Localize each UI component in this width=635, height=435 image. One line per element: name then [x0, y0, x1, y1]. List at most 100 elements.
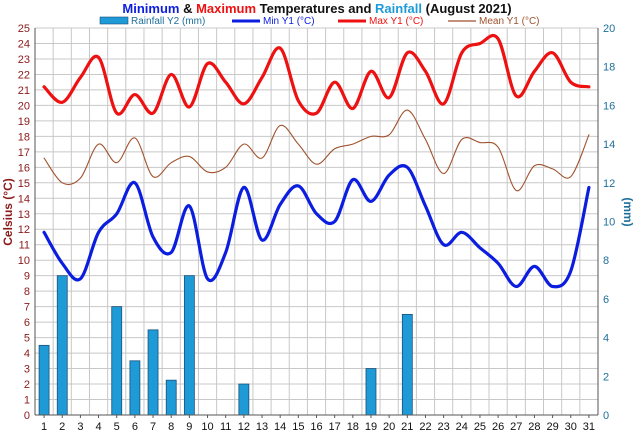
y-tick-label: 23 — [18, 54, 30, 66]
y2-tick-label: 8 — [603, 255, 609, 267]
rainfall-bar-day-8 — [165, 379, 177, 416]
y-tick-label: 13 — [18, 209, 30, 221]
x-tick-label: 13 — [256, 421, 268, 433]
x-tick-label: 10 — [201, 421, 213, 433]
x-tick-label: 23 — [438, 421, 450, 433]
x-tick-label: 15 — [292, 421, 304, 433]
chart-title: Minimum & Maximum Temperatures and Rainf… — [122, 1, 511, 16]
legend-label: Rainfall Y2 (mm) — [131, 16, 205, 27]
x-tick-label: 28 — [528, 421, 540, 433]
title-temperatures: Temperatures and — [256, 1, 375, 16]
y2-tick-label: 4 — [603, 333, 609, 345]
legend-max: Max Y1 (°C) — [338, 16, 423, 27]
x-tick-label: 24 — [456, 421, 468, 433]
x-tick-label: 17 — [329, 421, 341, 433]
y-tick-label: 25 — [18, 23, 30, 35]
y-tick-label: 18 — [18, 131, 30, 143]
y2-tick-label: 16 — [603, 100, 615, 112]
legend-swatch-rainfall — [99, 16, 129, 25]
rainfall-bar-day-19 — [365, 368, 377, 416]
y-tick-label: 9 — [24, 271, 30, 283]
max-temp-line — [42, 33, 591, 116]
y-tick-label: 17 — [18, 147, 30, 159]
x-tick-label: 20 — [383, 421, 395, 433]
x-tick-label: 4 — [96, 421, 102, 433]
x-tick-label: 22 — [419, 421, 431, 433]
legend-min: Min Y1 (°C) — [232, 16, 315, 27]
title-minimum: Minimum — [122, 1, 179, 16]
chart-legend: Rainfall Y2 (mm) Min Y1 (°C) Max Y1 (°C) Me… — [99, 16, 540, 27]
y-tick-label: 3 — [24, 364, 30, 376]
rainfall-bar-day-12 — [238, 383, 250, 416]
rainfall-bars — [38, 275, 413, 416]
x-tick-label: 31 — [583, 421, 595, 433]
y-axis-label: Celsius (°C) — [1, 178, 15, 245]
y-tick-label: 16 — [18, 162, 30, 174]
y-tick-label: 5 — [24, 333, 30, 345]
x-tick-label: 14 — [274, 421, 286, 433]
rainfall-bar-day-21 — [401, 313, 413, 416]
title-and: & — [179, 1, 196, 16]
legend-label: Min Y1 (°C) — [263, 16, 315, 27]
x-tick-label: 11 — [220, 421, 231, 433]
legend-label: Max Y1 (°C) — [369, 16, 423, 27]
y2-tick-label: 2 — [603, 371, 609, 383]
rainfall-bar-day-2 — [56, 275, 68, 416]
y2-tick-label: 18 — [603, 62, 615, 74]
y-tick-label: 6 — [24, 317, 30, 329]
y2-tick-label: 6 — [603, 294, 609, 306]
x-tick-label: 9 — [186, 421, 192, 433]
y2-tick-label: 14 — [603, 139, 615, 151]
y-tick-label: 10 — [18, 255, 30, 267]
x-tick-label: 16 — [310, 421, 322, 433]
y2-axis-label: (mm) — [621, 197, 635, 226]
y-tick-label: 1 — [24, 395, 30, 407]
x-tick-label: 30 — [565, 421, 577, 433]
chart-axes: 0123456789101112131415161718192021222324… — [18, 23, 616, 433]
y-tick-label: 12 — [18, 224, 30, 236]
legend-mean: Mean Y1 (°C) — [448, 16, 540, 27]
rainfall-bar-day-7 — [147, 329, 159, 416]
legend-label: Mean Y1 (°C) — [479, 16, 540, 27]
mean-temp-line — [43, 109, 590, 192]
x-tick-label: 19 — [365, 421, 377, 433]
y-tick-label: 24 — [18, 38, 30, 50]
temperature-lines — [42, 33, 591, 289]
y-tick-label: 20 — [18, 100, 30, 112]
rainfall-bar-day-5 — [111, 306, 123, 416]
legend-rainfall: Rainfall Y2 (mm) — [99, 16, 205, 27]
y-tick-label: 14 — [18, 193, 30, 205]
y2-tick-label: 12 — [603, 178, 615, 190]
x-tick-label: 29 — [546, 421, 558, 433]
rainfall-bar-day-9 — [183, 275, 195, 416]
x-tick-label: 5 — [114, 421, 120, 433]
min-temp-line — [42, 163, 591, 289]
y-tick-label: 19 — [18, 116, 30, 128]
y-tick-label: 2 — [24, 379, 30, 391]
x-tick-label: 12 — [238, 421, 250, 433]
x-tick-label: 21 — [401, 421, 413, 433]
y2-tick-label: 10 — [603, 217, 615, 229]
rainfall-bar-day-1 — [38, 344, 50, 416]
y-tick-label: 21 — [18, 85, 30, 97]
y2-tick-label: 20 — [603, 23, 615, 35]
y-tick-label: 4 — [24, 348, 30, 360]
x-tick-label: 6 — [132, 421, 138, 433]
x-tick-label: 8 — [168, 421, 174, 433]
x-tick-label: 7 — [150, 421, 156, 433]
title-period: (August 2021) — [422, 1, 512, 16]
x-tick-label: 1 — [41, 421, 47, 433]
y2-tick-label: 0 — [603, 410, 609, 422]
y-tick-label: 11 — [19, 240, 30, 252]
y-tick-label: 22 — [18, 69, 30, 81]
x-tick-label: 25 — [474, 421, 486, 433]
x-tick-label: 2 — [59, 421, 65, 433]
y-tick-label: 0 — [24, 410, 30, 422]
y-tick-label: 15 — [18, 178, 30, 190]
x-tick-label: 27 — [510, 421, 522, 433]
x-tick-label: 26 — [492, 421, 504, 433]
title-rainfall: Rainfall — [375, 1, 422, 16]
x-tick-label: 3 — [77, 421, 83, 433]
y-tick-label: 8 — [24, 286, 30, 298]
